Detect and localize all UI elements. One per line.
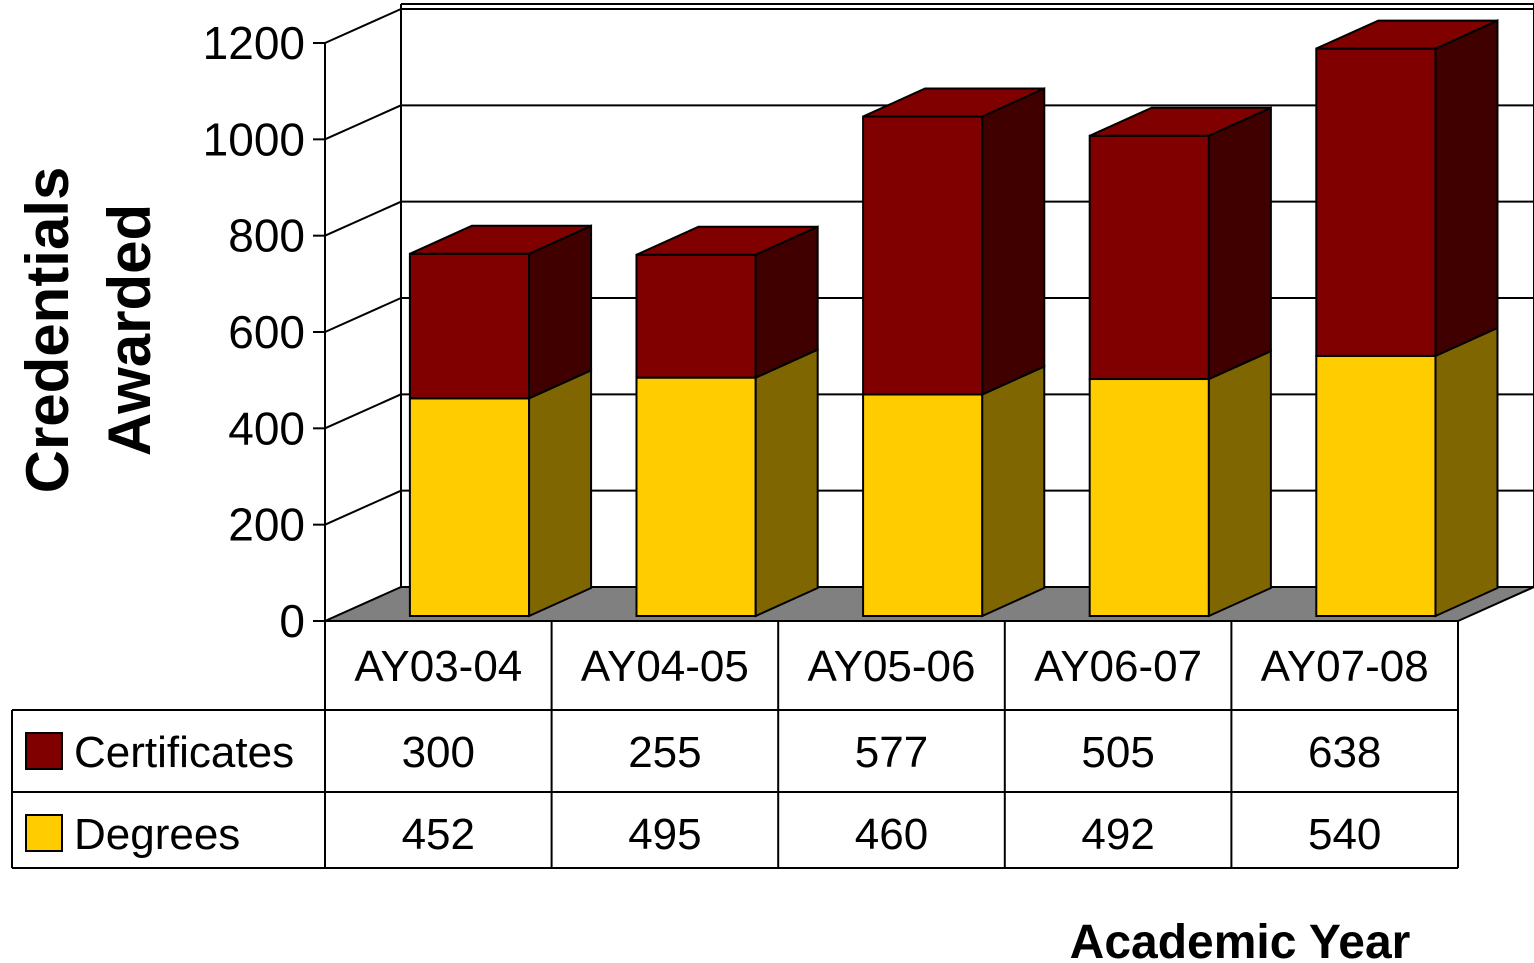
bar-side-degrees-AY03-04 [528,368,593,618]
table-cell-certificates: 577 [855,728,928,777]
bar-side-degrees-AY05-06 [981,364,1046,618]
bar-side-certificates-AY05-06 [981,86,1046,396]
bar-side-degrees-AY07-08 [1434,326,1499,618]
y-tick-label: 600 [228,306,305,358]
bar-front-certificates-AY05-06 [862,115,984,396]
x-axis-title: Academic Year [1070,916,1411,963]
bar-side-degrees-AY04-05 [754,348,819,618]
table-cell-degrees: 452 [402,810,475,859]
bar-front-degrees-AY05-06 [862,393,984,617]
category-label: AY07-08 [1261,642,1429,691]
bar-top-certificates-AY05-06 [862,87,1045,118]
table-cell-degrees: 460 [855,810,928,859]
legend-label-certificates: Certificates [74,728,294,777]
gridline-side [324,200,402,237]
table-cell-certificates: 255 [628,728,701,777]
y-axis-title-line-1: Credentials [14,167,81,494]
gridline-side [324,8,402,44]
table-cell-degrees: 540 [1308,810,1381,859]
table-cell-degrees: 492 [1081,810,1154,859]
bar-front-certificates-AY04-05 [635,253,757,379]
bar-front-certificates-AY03-04 [408,252,531,400]
y-tick-label: 1200 [203,17,305,69]
category-label: AY05-06 [808,642,976,691]
legend-label-degrees: Degrees [74,810,240,859]
bar-side-certificates-AY06-07 [1207,106,1272,381]
gridline-side [324,297,402,333]
gridline-side [324,393,402,430]
y-tick-label: 1000 [203,113,305,165]
bar-front-degrees-AY07-08 [1315,354,1437,617]
bar-side-degrees-AY06-07 [1207,349,1272,618]
bar-side-certificates-AY03-04 [528,224,593,400]
bar-front-degrees-AY04-05 [635,376,757,618]
data-table: AY03-04 AY04-05 AY05-06 AY06-07 AY07-08 Certi… [11,620,1459,869]
y-tick-label: 800 [228,210,305,262]
bar-front-certificates-AY07-08 [1315,47,1437,357]
y-axis: 0 200 400 600 800 1000 1200 [203,17,325,647]
bar-top-certificates-AY06-07 [1089,106,1272,137]
legend-swatch-degrees [25,814,63,852]
bar-side-certificates-AY07-08 [1434,19,1499,358]
y-tick-label: 200 [228,499,305,551]
bar-top-certificates-AY03-04 [409,224,592,255]
y-tick-label: 0 [279,595,305,647]
y-axis-title-line-2: Awarded [96,204,163,456]
bar-top-certificates-AY07-08 [1315,19,1498,50]
bar-front-degrees-AY03-04 [408,397,531,617]
table-cell-degrees: 495 [628,810,701,859]
bar-front-degrees-AY06-07 [1088,378,1210,617]
category-label: AY04-05 [581,642,749,691]
category-label: AY06-07 [1034,642,1202,691]
bar-top-certificates-AY04-05 [636,225,819,256]
table-cell-certificates: 505 [1081,728,1154,777]
axis-labels: Credentials Awarded Academic Year [14,167,1410,963]
gridline-side [324,104,402,141]
gridline-side [324,489,402,526]
table-cell-certificates: 300 [402,728,475,777]
y-tick-label: 400 [228,402,305,454]
table-cell-certificates: 638 [1308,728,1381,777]
category-label: AY03-04 [354,642,522,691]
bar-front-certificates-AY06-07 [1088,134,1210,381]
bar-group [408,19,1499,618]
legend-swatch-certificates [25,732,63,770]
